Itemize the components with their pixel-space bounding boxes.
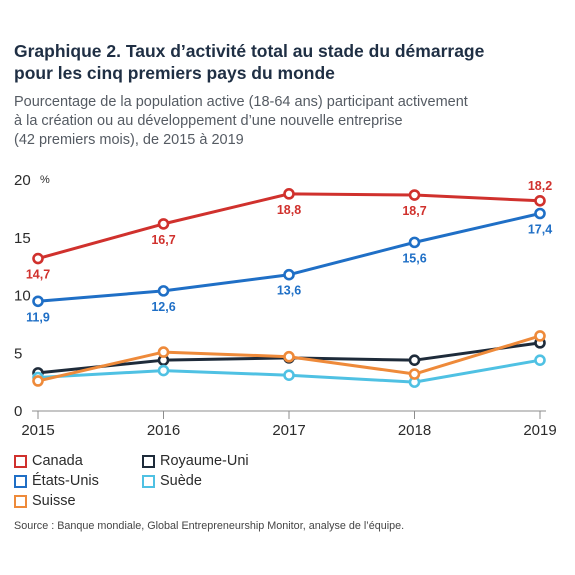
chart-title-line-2: pour les cinq premiers pays du monde xyxy=(14,63,335,83)
legend-item-royaume-uni: Royaume-Uni xyxy=(142,453,249,469)
data-point xyxy=(534,330,546,342)
data-point xyxy=(283,350,295,363)
chart-subtitle-line-1: Pourcentage de la population active (18-… xyxy=(14,94,468,110)
data-point xyxy=(157,364,170,377)
data-point xyxy=(408,189,421,201)
y-axis-tick-label: 10 xyxy=(14,288,31,305)
data-point xyxy=(283,268,295,281)
y-axis-tick-label: 20 xyxy=(14,172,31,189)
data-label: 14,7 xyxy=(26,268,50,282)
data-point xyxy=(408,368,421,380)
data-point xyxy=(534,354,546,366)
data-label: 13,6 xyxy=(277,284,301,298)
legend-swatch xyxy=(142,474,155,488)
data-label: 16,7 xyxy=(151,233,175,247)
y-axis-tick-label: 5 xyxy=(14,345,22,362)
legend-swatch xyxy=(14,474,27,488)
data-label: 12,6 xyxy=(151,300,175,314)
x-axis-tick-label: 2016 xyxy=(147,422,180,439)
data-point xyxy=(157,285,170,297)
chart-subtitle-line-3: (42 premiers mois), de 2015 à 2019 xyxy=(14,132,244,148)
data-point xyxy=(408,354,421,366)
legend-swatch xyxy=(142,454,155,468)
data-label: 18,8 xyxy=(277,203,301,217)
data-point xyxy=(157,346,170,358)
legend-label: Royaume-Uni xyxy=(160,453,249,469)
data-label: 18,7 xyxy=(402,204,426,218)
legend-swatch xyxy=(14,454,27,468)
data-point xyxy=(534,207,546,220)
data-label: 11,9 xyxy=(26,310,50,324)
data-label: 18,2 xyxy=(528,179,552,193)
data-label: 15,6 xyxy=(402,251,426,265)
chart-source: Source : Banque mondiale, Global Entrepr… xyxy=(14,520,405,532)
y-axis-unit: % xyxy=(40,174,50,186)
x-axis-tick-label: 2019 xyxy=(523,422,556,439)
data-point xyxy=(534,194,546,207)
data-point xyxy=(157,218,170,230)
x-axis-tick-label: 2018 xyxy=(398,422,431,439)
chart-title-line-1: Graphique 2. Taux d’activité total au st… xyxy=(14,41,485,61)
legend-swatch xyxy=(14,494,27,508)
data-point xyxy=(32,295,44,308)
data-point xyxy=(283,369,295,381)
data-point xyxy=(283,188,295,200)
x-axis-tick-label: 2015 xyxy=(21,422,54,439)
legend-label: États-Unis xyxy=(32,473,99,489)
y-axis-tick-label: 15 xyxy=(14,230,31,247)
chart-subtitle: Pourcentage de la population active (18-… xyxy=(14,93,564,150)
legend-item-su-de: Suède xyxy=(142,473,202,489)
data-point xyxy=(32,252,44,265)
x-axis-tick-label: 2017 xyxy=(272,422,305,439)
legend-label: Canada xyxy=(32,453,83,469)
data-point xyxy=(408,236,421,249)
y-axis-tick-label: 0 xyxy=(14,403,22,420)
legend-item-suisse: Suisse xyxy=(14,493,76,509)
chart-title: Graphique 2. Taux d’activité total au st… xyxy=(14,40,564,84)
line-chart: 2015 2016 2017 2018 2019 0 5 10 15 20 % 11,9 12,6 13,… xyxy=(14,172,557,439)
chart-subtitle-line-2: à la création ou au développement d’une … xyxy=(14,113,403,129)
data-label: 17,4 xyxy=(528,222,552,236)
legend-label: Suisse xyxy=(32,493,76,509)
legend-item-canada: Canada xyxy=(14,453,83,469)
legend-item--tats-unis: États-Unis xyxy=(14,473,99,489)
legend-label: Suède xyxy=(160,473,202,489)
data-point xyxy=(32,375,44,387)
